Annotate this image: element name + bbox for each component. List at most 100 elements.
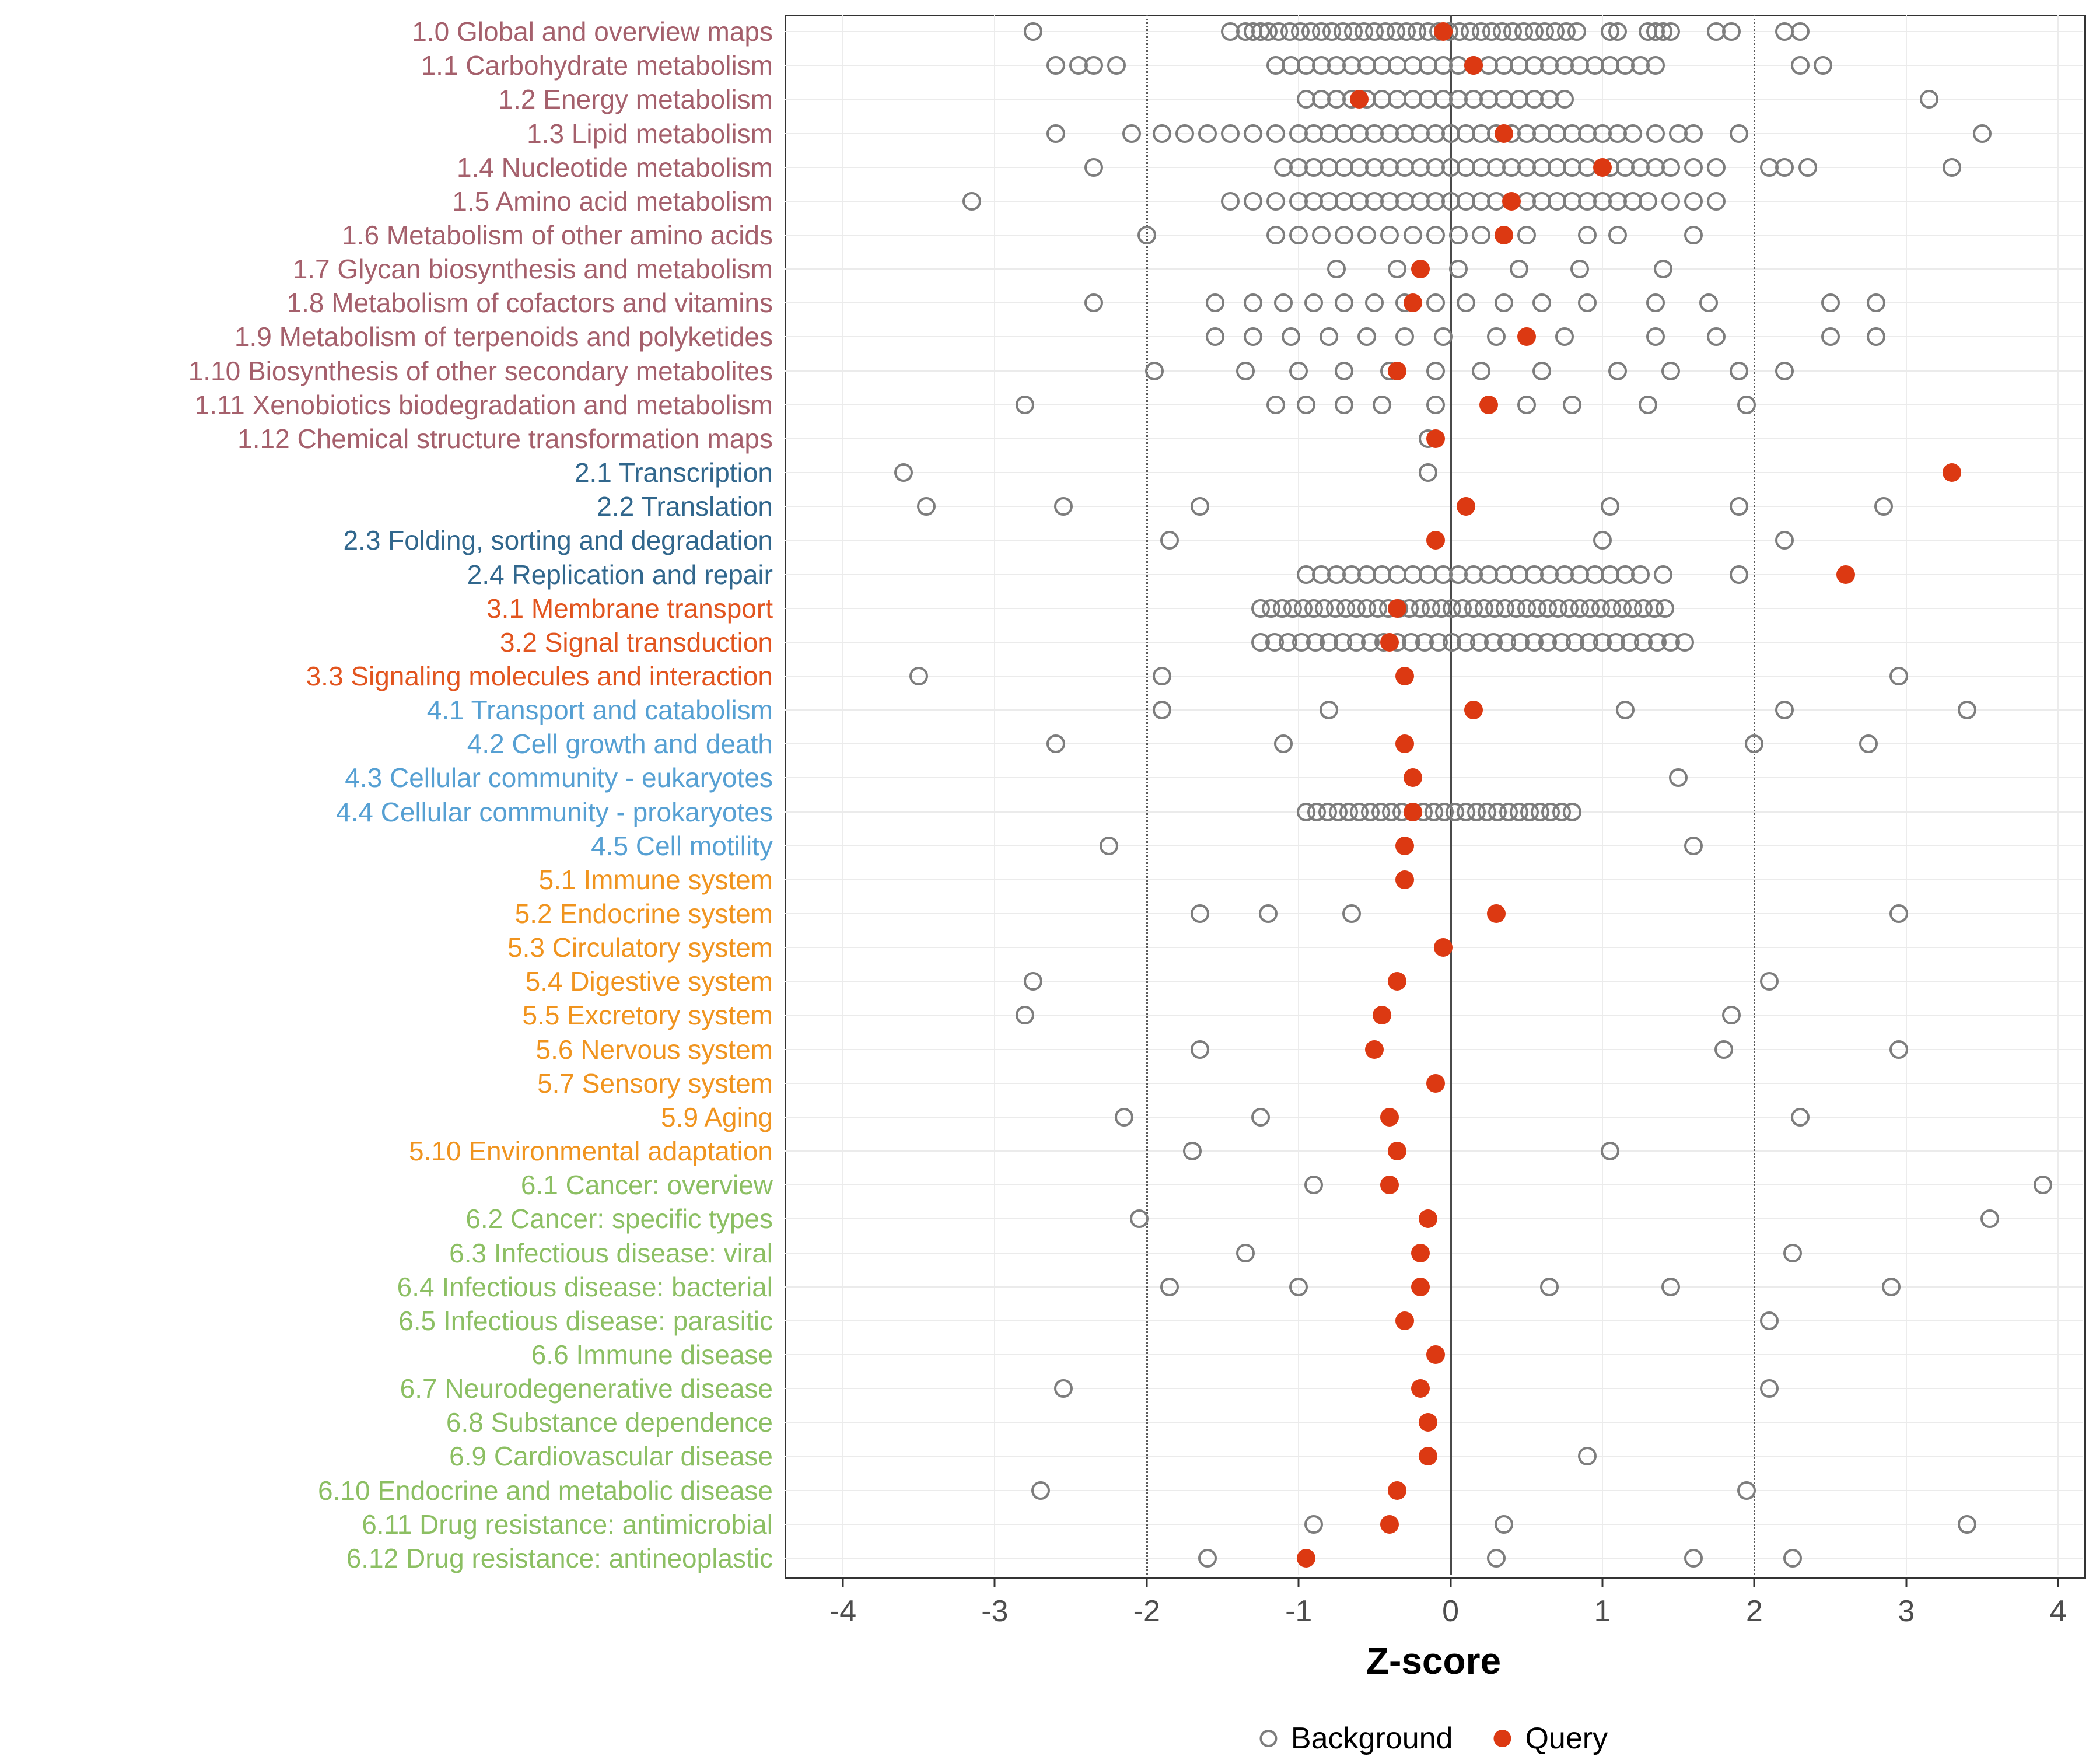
query-point	[1502, 191, 1521, 211]
query-point	[1395, 666, 1415, 685]
background-point	[1289, 1277, 1308, 1296]
background-point	[1577, 225, 1597, 244]
y-axis-label: 5.9 Aging	[661, 1101, 773, 1132]
query-point	[1380, 1176, 1399, 1195]
background-point	[1129, 1209, 1149, 1229]
query-point	[1479, 395, 1498, 414]
background-point	[1335, 225, 1354, 244]
background-point	[1881, 1277, 1901, 1296]
y-axis-label: 4.5 Cell motility	[591, 830, 773, 861]
background-point	[1084, 293, 1103, 313]
background-point	[1486, 327, 1506, 347]
x-axis-tick-label: -1	[1285, 1594, 1312, 1628]
query-point	[1593, 158, 1612, 177]
background-point	[1973, 124, 1992, 143]
background-point	[1244, 191, 1263, 211]
horizontal-gridline	[785, 1523, 2082, 1525]
query-point	[1395, 1311, 1415, 1330]
background-point	[1304, 293, 1324, 313]
background-point	[1380, 225, 1399, 244]
y-axis-label: 4.1 Transport and catabolism	[426, 695, 773, 726]
background-point	[1684, 836, 1703, 855]
background-point	[1266, 225, 1286, 244]
background-point	[1205, 293, 1224, 313]
query-point	[1426, 1345, 1445, 1364]
background-point	[1684, 124, 1703, 143]
background-point	[1775, 701, 1794, 720]
background-point	[1304, 1176, 1324, 1195]
horizontal-gridline	[785, 1388, 2082, 1390]
horizontal-gridline	[785, 913, 2082, 915]
vertical-gridline	[994, 15, 996, 1575]
background-point	[1152, 666, 1171, 685]
background-point	[1730, 124, 1749, 143]
background-point	[1562, 802, 1581, 821]
background-point	[1244, 124, 1263, 143]
background-point	[1722, 22, 1741, 41]
horizontal-gridline	[785, 1252, 2082, 1254]
background-point	[1790, 56, 1810, 75]
background-point	[1244, 327, 1263, 347]
query-point	[1388, 972, 1407, 991]
y-axis-label: 1.9 Metabolism of terpenoids and polyket…	[234, 321, 773, 352]
y-axis-label: 5.4 Digestive system	[525, 966, 773, 997]
background-point	[1608, 225, 1628, 244]
background-point	[1730, 361, 1749, 380]
background-point	[1031, 1481, 1050, 1500]
x-axis-tick	[1297, 1577, 1300, 1587]
legend-label-background: Background	[1290, 1722, 1453, 1755]
background-point	[1675, 632, 1694, 652]
query-point	[1486, 904, 1506, 924]
background-point	[1304, 1514, 1324, 1534]
background-point	[1433, 327, 1452, 347]
x-axis-tick	[1146, 1577, 1148, 1587]
legend-label-query: Query	[1525, 1722, 1608, 1755]
background-point	[1593, 531, 1612, 550]
background-point	[1616, 701, 1635, 720]
background-point	[1426, 395, 1445, 414]
background-point	[1866, 327, 1885, 347]
background-point	[1646, 327, 1665, 347]
query-point	[1297, 1548, 1316, 1568]
background-point	[1137, 225, 1156, 244]
background-point	[1532, 293, 1551, 313]
background-point	[1312, 225, 1331, 244]
background-point	[1577, 1447, 1597, 1466]
x-axis-tick	[2057, 1577, 2059, 1587]
background-point	[1160, 531, 1179, 550]
background-point	[1669, 768, 1688, 788]
query-point	[1942, 463, 1961, 482]
background-point	[1335, 395, 1354, 414]
background-point	[1448, 225, 1468, 244]
background-point	[1289, 361, 1308, 380]
query-point	[1517, 327, 1536, 347]
background-point	[1707, 158, 1726, 177]
plot-panel	[785, 15, 2086, 1579]
background-point	[1426, 361, 1445, 380]
background-point	[1365, 293, 1384, 313]
background-point	[1373, 395, 1392, 414]
horizontal-gridline	[785, 777, 2082, 779]
y-axis-label: 1.0 Global and overview maps	[412, 16, 773, 47]
background-point	[1114, 1107, 1133, 1127]
background-point	[1874, 497, 1893, 516]
background-point	[1144, 361, 1164, 380]
vertical-gridline	[1298, 15, 1300, 1575]
background-point	[1046, 56, 1065, 75]
background-point	[1046, 734, 1065, 754]
query-point	[1433, 938, 1452, 957]
background-point	[1889, 1040, 1908, 1059]
background-point	[1631, 565, 1650, 584]
y-axis-label: 6.12 Drug resistance: antineoplastic	[346, 1542, 773, 1573]
background-point	[1866, 293, 1885, 313]
query-point	[1403, 768, 1422, 788]
horizontal-gridline	[785, 1320, 2082, 1321]
background-point	[1190, 1040, 1209, 1059]
background-point	[1494, 293, 1513, 313]
background-point-icon	[1259, 1730, 1277, 1747]
background-point	[1205, 327, 1224, 347]
background-point	[1152, 701, 1171, 720]
background-point	[1251, 1107, 1270, 1127]
y-axis-label: 2.4 Replication and repair	[467, 559, 773, 590]
background-point	[1980, 1209, 2000, 1229]
